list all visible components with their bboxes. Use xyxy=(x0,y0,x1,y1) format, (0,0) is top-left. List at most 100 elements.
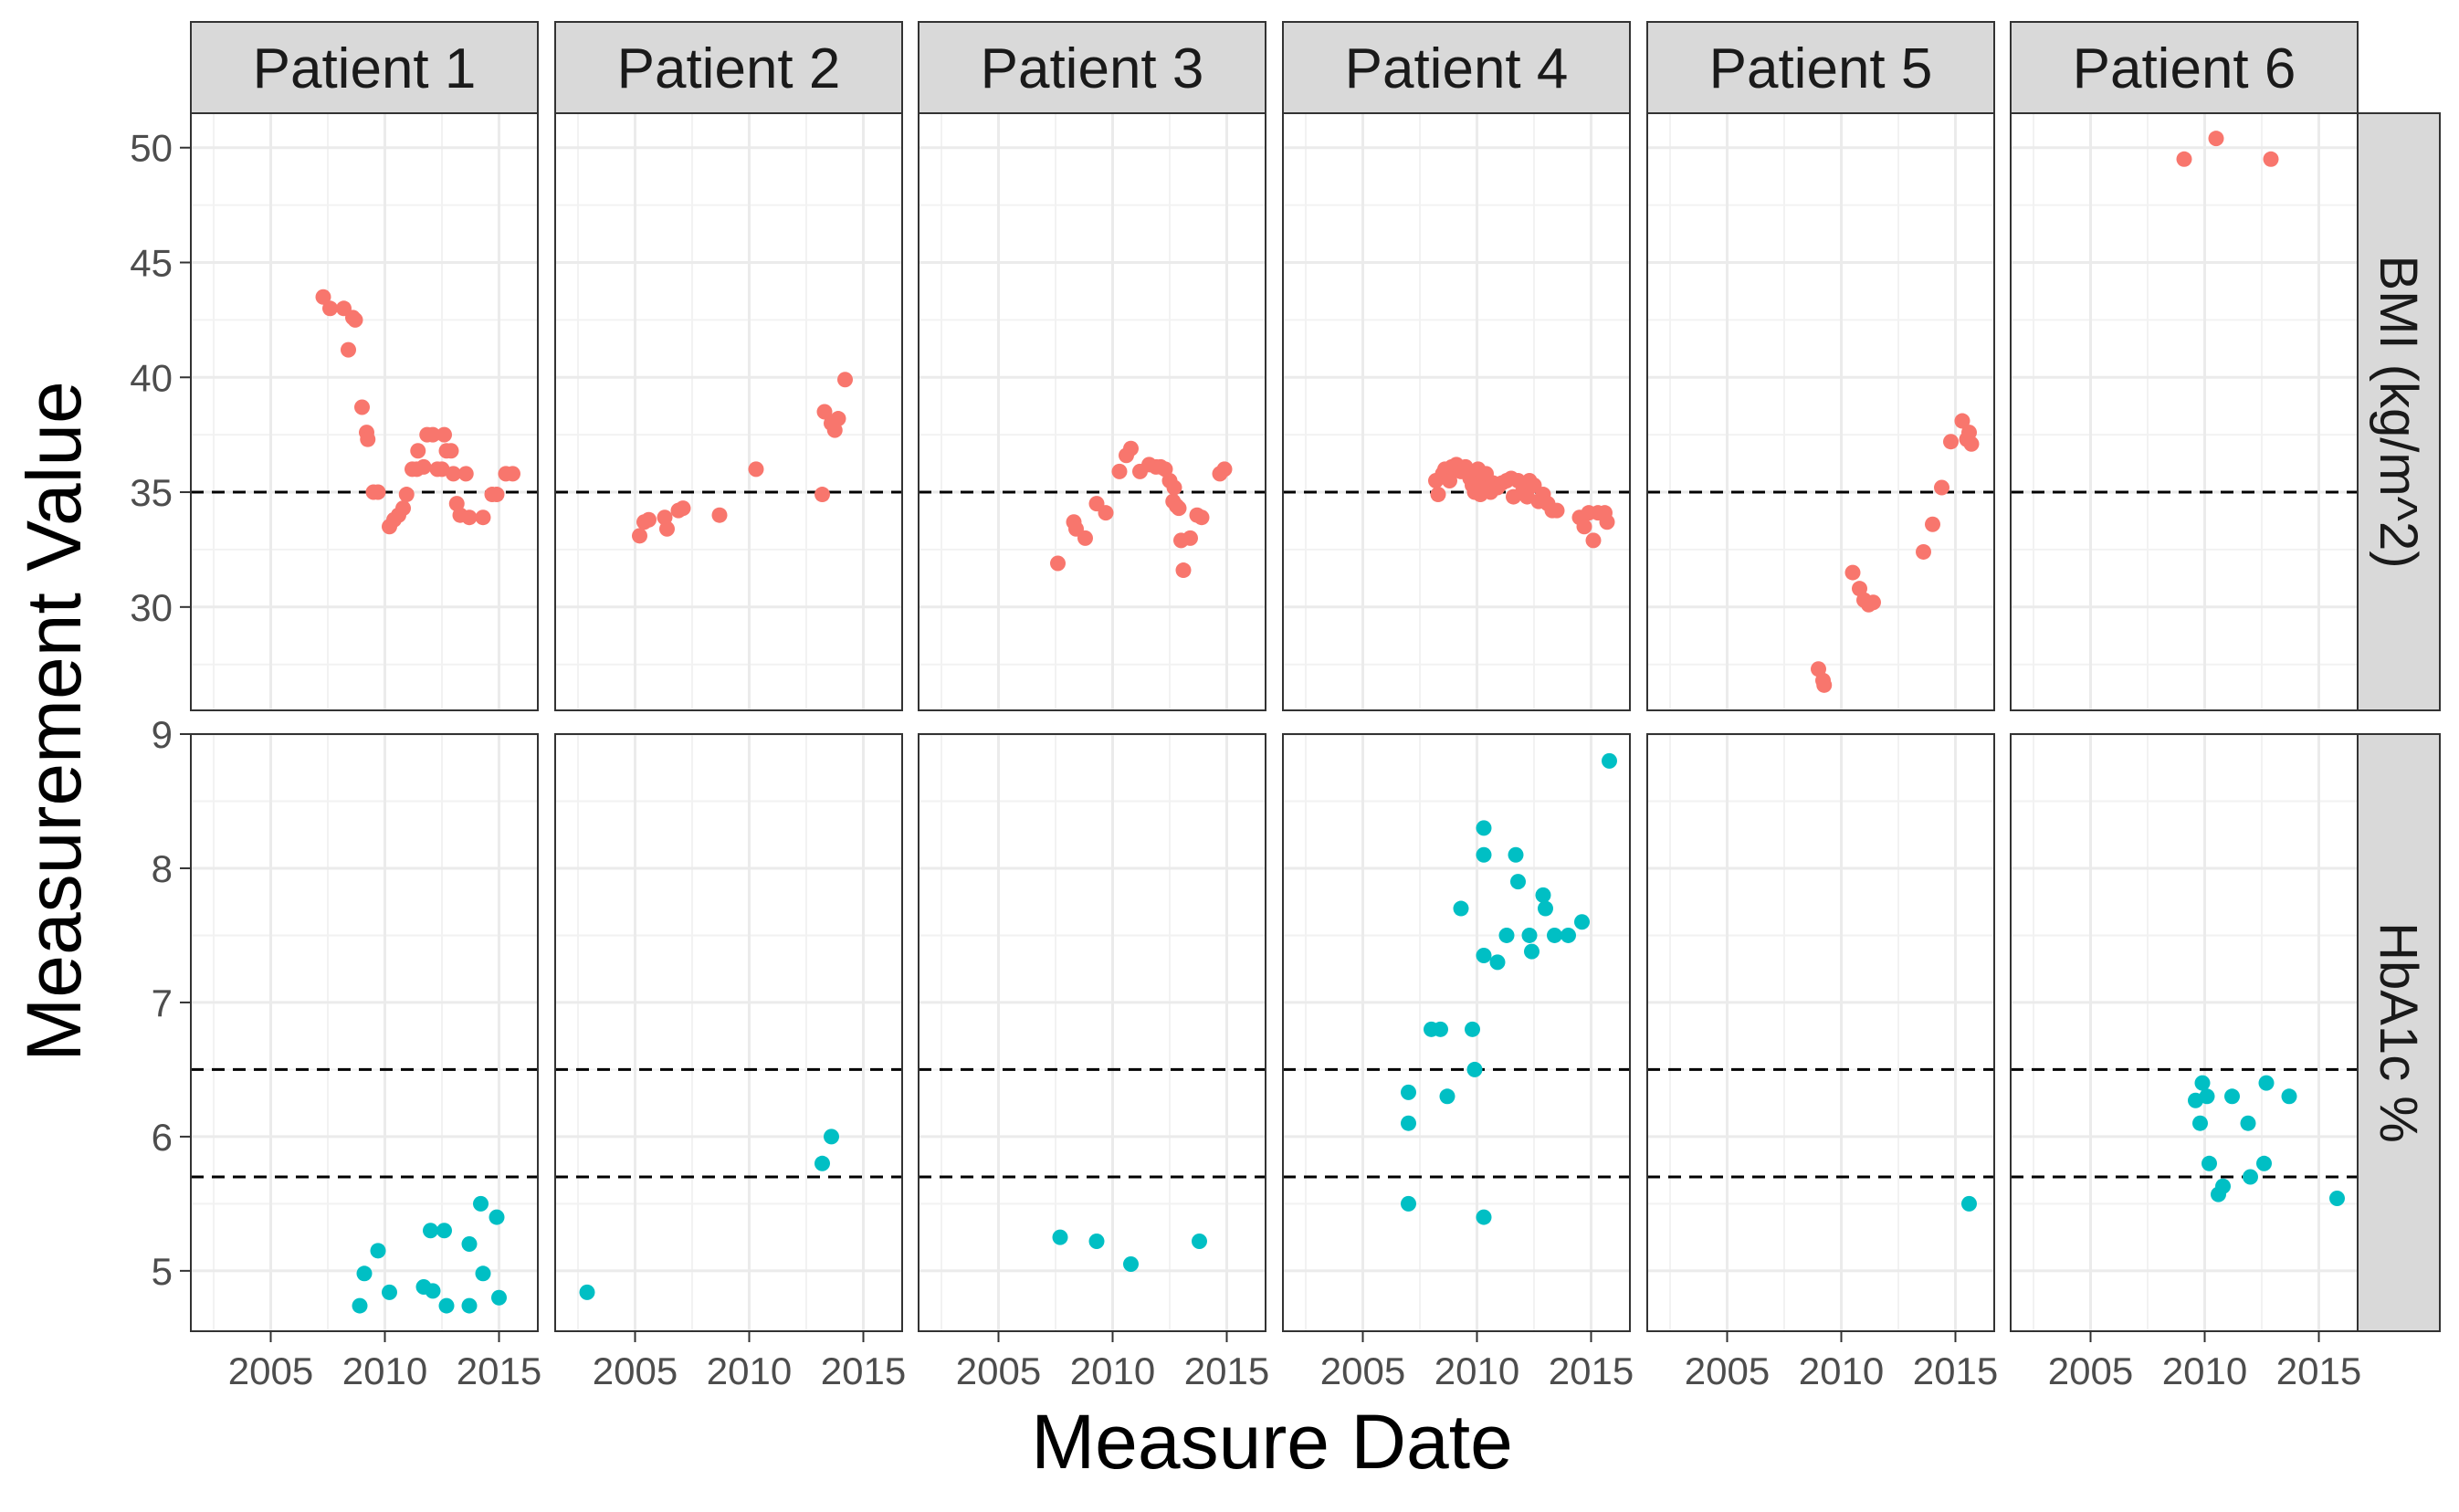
data-point xyxy=(1123,440,1139,457)
data-point xyxy=(1476,947,1492,963)
panel-border xyxy=(554,733,903,1332)
data-point xyxy=(1123,1256,1139,1273)
data-point xyxy=(2329,1191,2345,1207)
data-point xyxy=(2263,151,2279,167)
data-point xyxy=(1439,1088,1455,1105)
data-point xyxy=(1052,1229,1068,1245)
data-point xyxy=(837,372,853,388)
panel-border xyxy=(1646,733,1995,1332)
data-point xyxy=(1077,530,1093,546)
facet-panel xyxy=(554,112,903,711)
data-point xyxy=(425,1283,441,1299)
x-tick-label: 2010 xyxy=(342,1349,427,1392)
data-point xyxy=(1489,954,1506,971)
x-tick-label: 2005 xyxy=(956,1349,1041,1392)
data-point xyxy=(1961,425,1977,441)
data-point xyxy=(446,466,461,482)
data-point xyxy=(1050,555,1066,572)
panel-background xyxy=(1283,734,1630,1331)
facet-strip-label: Patient 5 xyxy=(1709,37,1933,100)
panel-background xyxy=(1283,113,1630,710)
data-point xyxy=(341,341,356,358)
data-point xyxy=(398,487,415,503)
data-point xyxy=(1574,914,1590,930)
data-point xyxy=(1816,677,1833,693)
x-tick-label: 2010 xyxy=(1799,1349,1884,1392)
data-point xyxy=(814,487,830,503)
data-point xyxy=(1465,1021,1480,1037)
data-point xyxy=(675,500,691,517)
panel-background xyxy=(191,734,538,1331)
panel-border xyxy=(190,733,539,1332)
data-point xyxy=(315,289,331,305)
data-point xyxy=(436,426,452,443)
data-point xyxy=(1111,463,1128,479)
data-point xyxy=(461,1235,478,1252)
data-point xyxy=(1510,874,1526,890)
axes: 30 35 40 45 50 5 6 7 8 9 2005 2010 2015 2005 2010 2015 2… xyxy=(130,127,2361,1392)
y-tick-label: 30 xyxy=(130,586,173,629)
x-tick-label: 2015 xyxy=(1913,1349,1998,1392)
facet-strips: Patient 1 Patient 2 Patient 3 Patient 4 Pati… xyxy=(190,21,2441,1332)
facet-strip xyxy=(1646,21,1995,114)
x-axis-title: Measure Date xyxy=(1031,1399,1513,1485)
data-point xyxy=(1585,532,1602,549)
data-point xyxy=(659,520,675,537)
facet-panel xyxy=(1282,112,1631,711)
data-point xyxy=(352,1297,368,1314)
data-point xyxy=(1535,887,1551,903)
data-point xyxy=(1476,820,1492,836)
data-point xyxy=(1916,543,1931,560)
x-tick-label: 2015 xyxy=(821,1349,906,1392)
panel-background xyxy=(1647,734,1994,1331)
x-tick-label: 2015 xyxy=(1549,1349,1634,1392)
panel-background xyxy=(1647,113,1994,710)
data-point xyxy=(2256,1155,2272,1171)
data-point xyxy=(1508,846,1524,863)
facet-strip-label: Patient 3 xyxy=(981,37,1204,100)
x-tick-label: 2005 xyxy=(2048,1349,2133,1392)
data-point xyxy=(1561,927,1576,943)
data-point xyxy=(1453,900,1469,917)
data-point xyxy=(356,1265,373,1282)
data-point xyxy=(1088,1234,1105,1250)
data-point xyxy=(816,404,833,420)
data-point xyxy=(354,399,370,415)
data-point xyxy=(1433,1021,1448,1037)
y-tick-label: 45 xyxy=(130,242,173,285)
data-point xyxy=(2176,151,2192,167)
facet-panel xyxy=(554,732,903,1332)
facet-panel xyxy=(190,732,539,1332)
facet-strip xyxy=(554,21,903,114)
data-point xyxy=(395,500,411,517)
data-point xyxy=(1192,1234,1207,1250)
row-strip xyxy=(2357,112,2441,711)
data-point xyxy=(1549,502,1565,519)
data-point xyxy=(1442,472,1457,488)
data-point xyxy=(491,1289,507,1306)
data-point xyxy=(830,411,846,427)
facet-strip xyxy=(918,21,1266,114)
data-point xyxy=(1476,1209,1492,1225)
data-point xyxy=(1098,505,1114,521)
data-point xyxy=(1401,1195,1416,1212)
data-point xyxy=(370,1243,386,1259)
data-point xyxy=(1171,500,1187,517)
facet-strip-label: Patient 4 xyxy=(1345,37,1569,100)
data-point xyxy=(370,484,386,500)
data-point xyxy=(475,1265,491,1282)
data-point xyxy=(1430,487,1446,503)
row-strip-label: BMI (kg/m^2) xyxy=(2369,255,2428,568)
y-tick-label: 5 xyxy=(152,1250,173,1293)
data-point xyxy=(457,466,474,482)
facet-panel xyxy=(190,112,539,711)
data-point xyxy=(1466,1061,1483,1077)
data-point xyxy=(2202,1155,2217,1171)
facet-panel xyxy=(1282,732,1631,1332)
data-point xyxy=(641,511,657,528)
data-point xyxy=(1943,434,1959,450)
y-axis-title: Measurement Value xyxy=(11,381,97,1062)
data-point xyxy=(382,1284,397,1300)
data-point xyxy=(489,487,505,503)
